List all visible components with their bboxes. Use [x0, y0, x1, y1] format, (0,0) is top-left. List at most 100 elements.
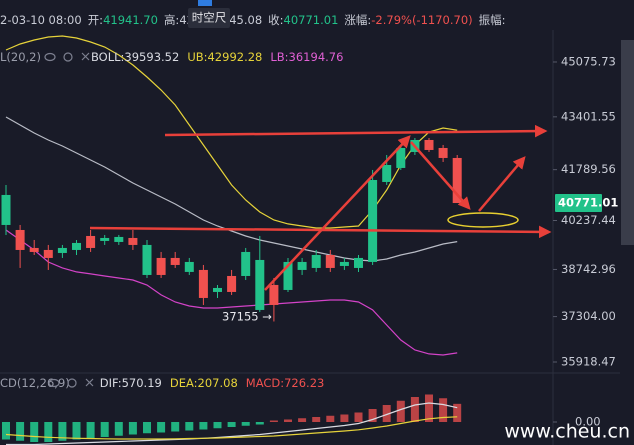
label-part: MACD:726.23: [246, 376, 325, 390]
y-tick-label: 43401.55: [561, 109, 616, 123]
macd-bar: [171, 422, 180, 432]
eye-icon: [48, 378, 60, 388]
y-tick-label: 45075.73: [561, 54, 616, 68]
label-part: DEA:207.08: [170, 376, 238, 390]
candle-body: [100, 237, 110, 241]
macd-bar: [312, 417, 321, 422]
tooltip-box: [188, 8, 230, 28]
macd-bar: [269, 420, 278, 422]
candle-body: [213, 287, 222, 292]
candle-body: [43, 249, 53, 258]
candle-body: [339, 261, 349, 266]
gear-icon: [67, 378, 77, 388]
candle-body: [142, 244, 152, 275]
candle-body: [438, 147, 448, 158]
candle-body: [86, 235, 96, 248]
low-annotation: 37155 →: [222, 310, 272, 324]
y-tick-label: 37304.00: [561, 309, 616, 323]
candle-body: [396, 147, 406, 168]
candle-body: [241, 251, 251, 276]
eye-icon: [44, 52, 56, 62]
candle-body: [424, 139, 434, 150]
resistance-line: [164, 124, 548, 138]
macd-bar: [396, 400, 405, 422]
drawn-annotations: [89, 124, 552, 291]
indicator-line: [6, 402, 458, 445]
candle-body: [368, 179, 378, 262]
label-part: 收:: [268, 13, 283, 27]
y-tick-label: 35918.47: [561, 354, 616, 368]
main-plot: [1, 35, 462, 356]
candle-body: [311, 254, 321, 268]
macd-bar: [439, 398, 448, 422]
candle-body: [354, 257, 363, 268]
header-row: 2-03-10 08:00开:41941.70高:42040545.08收:40…: [0, 13, 506, 27]
y-tick-label: 40237.44: [561, 213, 616, 227]
macd-bar: [298, 418, 307, 422]
side-strip: [621, 40, 634, 245]
target-ellipse: [447, 212, 519, 228]
macd-bar: [199, 422, 208, 430]
label-part: BOLL:39593.52: [91, 50, 179, 64]
macd-bar: [128, 422, 137, 435]
legend-icons: [44, 52, 94, 388]
macd-bar: [241, 422, 250, 426]
macd-bar: [58, 422, 67, 441]
up-arrow: [264, 135, 411, 291]
candle-body: [15, 229, 25, 250]
candle-body: [184, 261, 194, 272]
indicator-line: [5, 116, 458, 262]
rebound-arrow: [478, 156, 526, 212]
candle-body: [382, 164, 392, 182]
macd-bar: [382, 405, 391, 422]
macd-bar: [114, 422, 123, 436]
label-part: 40771.01: [284, 13, 339, 27]
candle-body: [114, 236, 124, 242]
boll-legend: L(20,2) BOLL:39593.52 UB:42992.28 LB:36194.…: [0, 50, 343, 64]
candle-body: [269, 284, 279, 305]
label-part: 涨幅:: [344, 13, 371, 27]
macd-legend: CD(12,26,9) DIF:570.19 DEA:207.08 MACD:726.…: [0, 376, 324, 390]
label-part: 41941.70: [103, 13, 158, 27]
macd-bar: [86, 422, 95, 439]
label-part: 高:: [164, 13, 179, 27]
candle-body: [283, 261, 293, 290]
macd-bar: [143, 422, 151, 434]
candle-body: [128, 237, 138, 245]
tool-icon: [198, 0, 212, 6]
macd-bar: [16, 422, 25, 441]
label-part: 2-03-10 08:00: [0, 13, 82, 27]
indicator-line: [5, 416, 458, 440]
candle-body: [29, 247, 39, 252]
macd-bar: [72, 422, 81, 440]
candle-body: [452, 157, 462, 204]
candle-body: [255, 259, 265, 310]
y-tick-label: 38742.96: [561, 262, 616, 276]
support-line: [89, 225, 552, 239]
close-icon: [81, 52, 90, 61]
candle-body: [1, 194, 11, 225]
y-tick-label: 41789.56: [561, 162, 616, 176]
candle-body: [57, 247, 67, 253]
candle-body: [297, 261, 307, 270]
macd-bar: [255, 422, 264, 425]
macd-bar: [284, 419, 292, 422]
watermark: www.cheu.cn: [504, 421, 630, 443]
macd-bar: [410, 397, 419, 422]
y-tick-label: 0.00: [575, 415, 601, 429]
macd-bar: [30, 422, 39, 442]
indicator-line: [5, 229, 458, 356]
indicator-line: [5, 35, 458, 229]
macd-bar: [100, 422, 109, 437]
macd-bar: [453, 403, 462, 422]
down-arrow: [410, 141, 471, 210]
label-part: LB:36194.76: [270, 50, 343, 64]
candle-body: [170, 257, 180, 265]
label-part: UB:42992.28: [187, 50, 262, 64]
label-part: -2.79%(-1170.70): [371, 13, 472, 27]
close-icon: [85, 378, 94, 387]
macd-bar: [227, 422, 236, 427]
gear-icon: [63, 52, 73, 62]
